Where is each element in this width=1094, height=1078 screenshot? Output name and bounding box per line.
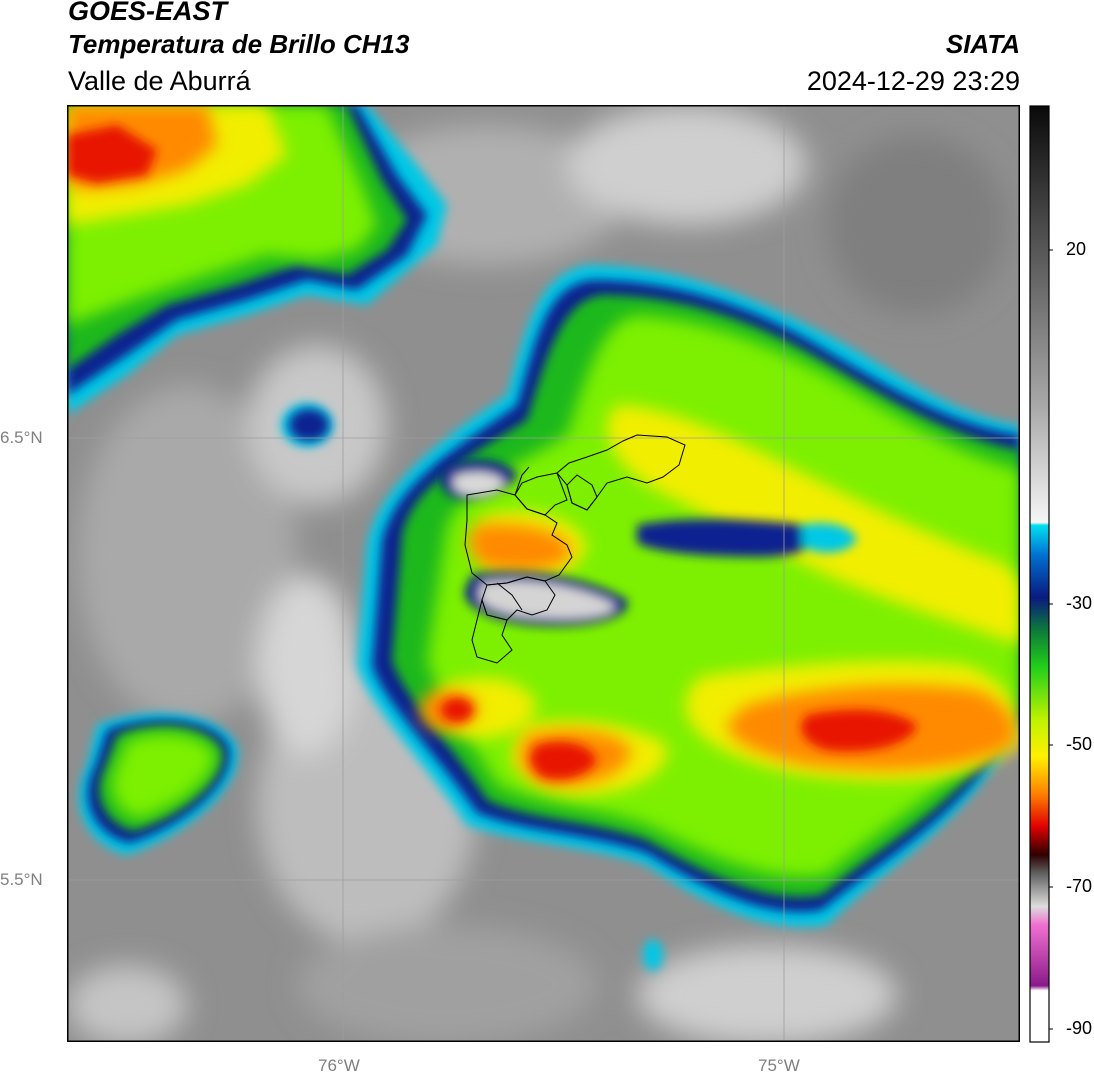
- lon-label-76w: 76°W: [318, 1056, 360, 1075]
- satellite-title: GOES-EAST: [68, 0, 228, 26]
- datetime-label: 2024-12-29 23:29: [806, 66, 1020, 96]
- lon-label-75w: 75°W: [758, 1056, 800, 1075]
- region-label: Valle de Aburrá: [68, 66, 251, 96]
- map-frame: [67, 105, 1020, 1042]
- colorbar-tick-minus90: -90: [1066, 1018, 1093, 1038]
- lat-label-5-5: 5.5°N: [0, 870, 43, 889]
- agency-label: SIATA: [945, 29, 1020, 59]
- colorbar-tick-minus30: -30: [1066, 593, 1093, 613]
- clear-sky-texture: [67, 105, 1007, 1042]
- municipal-boundaries: [464, 434, 686, 664]
- colorbar-tick-minus70: -70: [1066, 876, 1093, 896]
- colorbar: [1029, 105, 1053, 1043]
- brightness-temperature-map: [67, 105, 1020, 1042]
- lat-label-6-5: 6.5°N: [0, 428, 43, 447]
- colorbar-tick-minus50: -50: [1066, 734, 1093, 754]
- cloud-gap-layer: [440, 459, 857, 627]
- graticule: [67, 105, 1020, 1042]
- colorbar-tick-20: 20: [1066, 239, 1087, 259]
- cloud-red-layer: [67, 125, 917, 780]
- product-title: Temperatura de Brillo CH13: [68, 29, 410, 59]
